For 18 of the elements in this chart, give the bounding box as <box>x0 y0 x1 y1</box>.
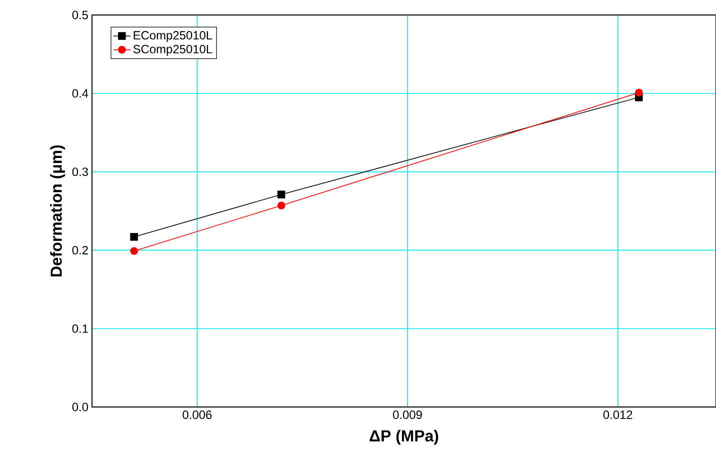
point <box>277 190 286 198</box>
y-axis-title: Deformation (μm) <box>50 145 66 276</box>
y-tick-label: 0.4 <box>72 89 88 98</box>
legend-label: EComp25010L <box>134 31 212 42</box>
point <box>130 247 138 255</box>
point <box>634 88 643 97</box>
point <box>277 202 286 210</box>
y-tick-label: 0.3 <box>72 168 88 176</box>
y-tick-label: 0.1 <box>72 324 88 333</box>
y-tick-label: 0.5 <box>72 10 88 20</box>
legend-label: SComp25010L <box>133 44 212 56</box>
x-tick-label: 0.009 <box>393 410 422 419</box>
x-tick-label: 0.012 <box>603 410 632 419</box>
y-tick-label: 0.0 <box>72 402 88 412</box>
y-tick-label: 0.2 <box>72 246 88 254</box>
x-tick-label: 0.006 <box>182 410 212 419</box>
point <box>130 232 138 241</box>
x-axis-title: ΔP (MPa) <box>370 430 438 445</box>
